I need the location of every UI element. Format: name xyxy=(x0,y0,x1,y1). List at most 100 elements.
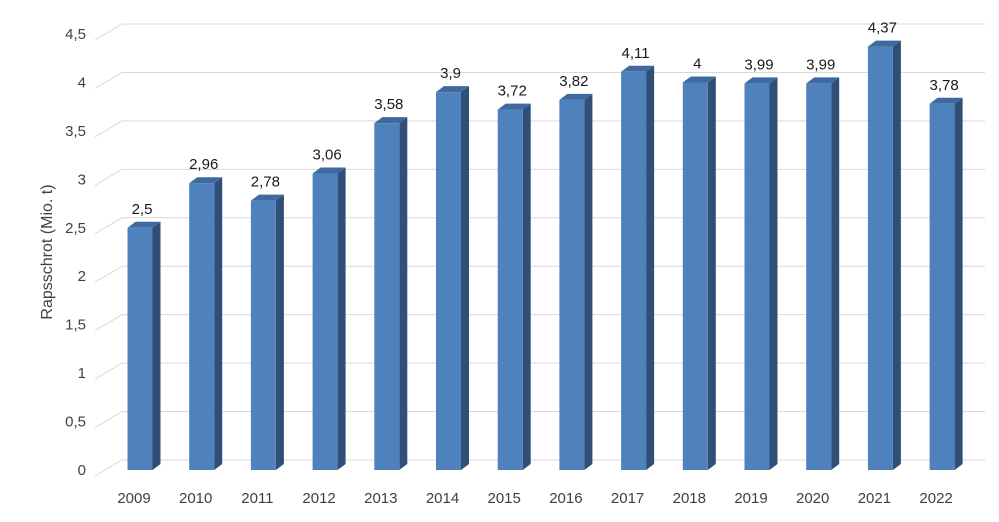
bar-side xyxy=(461,86,469,470)
bar-side xyxy=(275,194,284,470)
bar-top xyxy=(312,167,346,174)
gridline xyxy=(94,362,985,380)
bar-side xyxy=(646,65,655,470)
bar-front xyxy=(621,71,647,470)
y-tick-label: 3,5 xyxy=(65,123,86,140)
x-tick-label: 2019 xyxy=(734,490,767,507)
gridline xyxy=(94,120,985,138)
x-tick-label: 2012 xyxy=(302,490,335,507)
y-tick-label: 2,5 xyxy=(65,220,86,237)
bar-side xyxy=(399,117,408,470)
bar-top xyxy=(682,76,716,83)
gridlines xyxy=(94,23,985,477)
data-label: 3,78 xyxy=(929,77,958,94)
x-tick-label: 2013 xyxy=(364,490,397,507)
gridline xyxy=(94,71,985,89)
gridline xyxy=(94,314,985,332)
bar xyxy=(806,77,840,470)
bar xyxy=(374,117,408,470)
x-tick-label: 2016 xyxy=(549,490,582,507)
data-label: 4,37 xyxy=(868,20,897,37)
data-label: 2,78 xyxy=(251,174,280,191)
bar-top xyxy=(929,97,963,104)
bar-front xyxy=(806,83,832,470)
data-label: 3,72 xyxy=(498,83,527,100)
bar-side xyxy=(892,40,901,471)
bar-side xyxy=(522,103,531,470)
gridline xyxy=(94,265,985,283)
y-tick-label: 1 xyxy=(78,365,86,382)
bar-front xyxy=(127,227,153,470)
bar-front xyxy=(744,83,770,470)
bar xyxy=(621,65,655,470)
bar xyxy=(744,77,778,470)
bar-top xyxy=(806,77,840,84)
y-axis-ticks: 0 0,5 1 1,5 2 2,5 3 3,5 4 4,5 xyxy=(65,26,86,479)
y-tick-label: 2 xyxy=(78,268,86,285)
bar xyxy=(559,93,593,470)
bar-top xyxy=(497,103,531,110)
y-tick-label: 4 xyxy=(78,74,86,91)
bar-side xyxy=(831,77,840,470)
x-tick-label: 2020 xyxy=(796,490,829,507)
data-label: 2,96 xyxy=(189,156,218,173)
data-label: 3,58 xyxy=(374,96,403,113)
x-tick-label: 2022 xyxy=(919,490,952,507)
x-axis-ticks: 2009 2010 2011 2012 2013 2014 2015 2016 2017 2018… xyxy=(117,490,952,507)
gridline xyxy=(94,168,985,186)
bar-side xyxy=(152,221,161,470)
bar-side xyxy=(707,76,716,470)
data-label: 3,06 xyxy=(312,147,341,164)
y-tick-label: 0 xyxy=(78,462,86,479)
bar-side xyxy=(769,77,778,470)
x-tick-label: 2014 xyxy=(426,490,459,507)
data-label: 3,9 xyxy=(440,65,461,82)
y-tick-label: 1,5 xyxy=(65,317,86,334)
bar-top xyxy=(250,194,284,201)
bar-front xyxy=(312,173,338,470)
x-tick-label: 2015 xyxy=(488,490,521,507)
bar-front xyxy=(929,103,955,470)
bar xyxy=(250,194,284,470)
bar xyxy=(867,40,901,471)
gridline xyxy=(94,459,985,477)
data-label: 3,99 xyxy=(806,56,835,73)
y-tick-label: 0,5 xyxy=(65,414,86,431)
data-label: 4,11 xyxy=(622,45,650,62)
bar-front xyxy=(189,183,215,470)
bar-front xyxy=(250,200,276,470)
bar-front xyxy=(374,123,400,470)
data-label: 2,5 xyxy=(132,201,153,218)
bar xyxy=(929,97,963,470)
bar-front xyxy=(867,46,893,471)
x-tick-label: 2018 xyxy=(673,490,706,507)
bar-front xyxy=(682,82,708,470)
bar-top xyxy=(127,221,161,228)
data-labels: 2,5 2,96 2,78 3,06 3,58 3,9 3,72 3,82 4,11 4 3,99 3… xyxy=(132,20,959,218)
y-tick-label: 4,5 xyxy=(65,26,86,43)
bars xyxy=(127,40,963,471)
bar xyxy=(682,76,716,470)
x-tick-label: 2011 xyxy=(241,490,273,507)
bar-top xyxy=(621,65,655,72)
x-tick-label: 2021 xyxy=(858,490,891,507)
bar xyxy=(436,86,469,470)
data-label: 4 xyxy=(693,55,701,72)
x-tick-label: 2017 xyxy=(611,490,644,507)
y-axis-label: Rapsschrot (Mio. t) xyxy=(39,184,56,319)
gridline xyxy=(94,411,985,428)
bar-top xyxy=(436,86,469,93)
gridline xyxy=(94,23,985,41)
bar xyxy=(127,221,161,470)
bar xyxy=(312,167,346,470)
bar-top xyxy=(559,93,593,100)
bar-top xyxy=(374,117,408,124)
y-tick-label: 3 xyxy=(78,171,86,188)
bar-top xyxy=(189,177,223,184)
gridline xyxy=(94,217,985,235)
bar-front xyxy=(559,99,585,470)
bar-side xyxy=(337,167,346,470)
x-tick-label: 2009 xyxy=(117,490,150,507)
bar-front xyxy=(436,92,461,470)
